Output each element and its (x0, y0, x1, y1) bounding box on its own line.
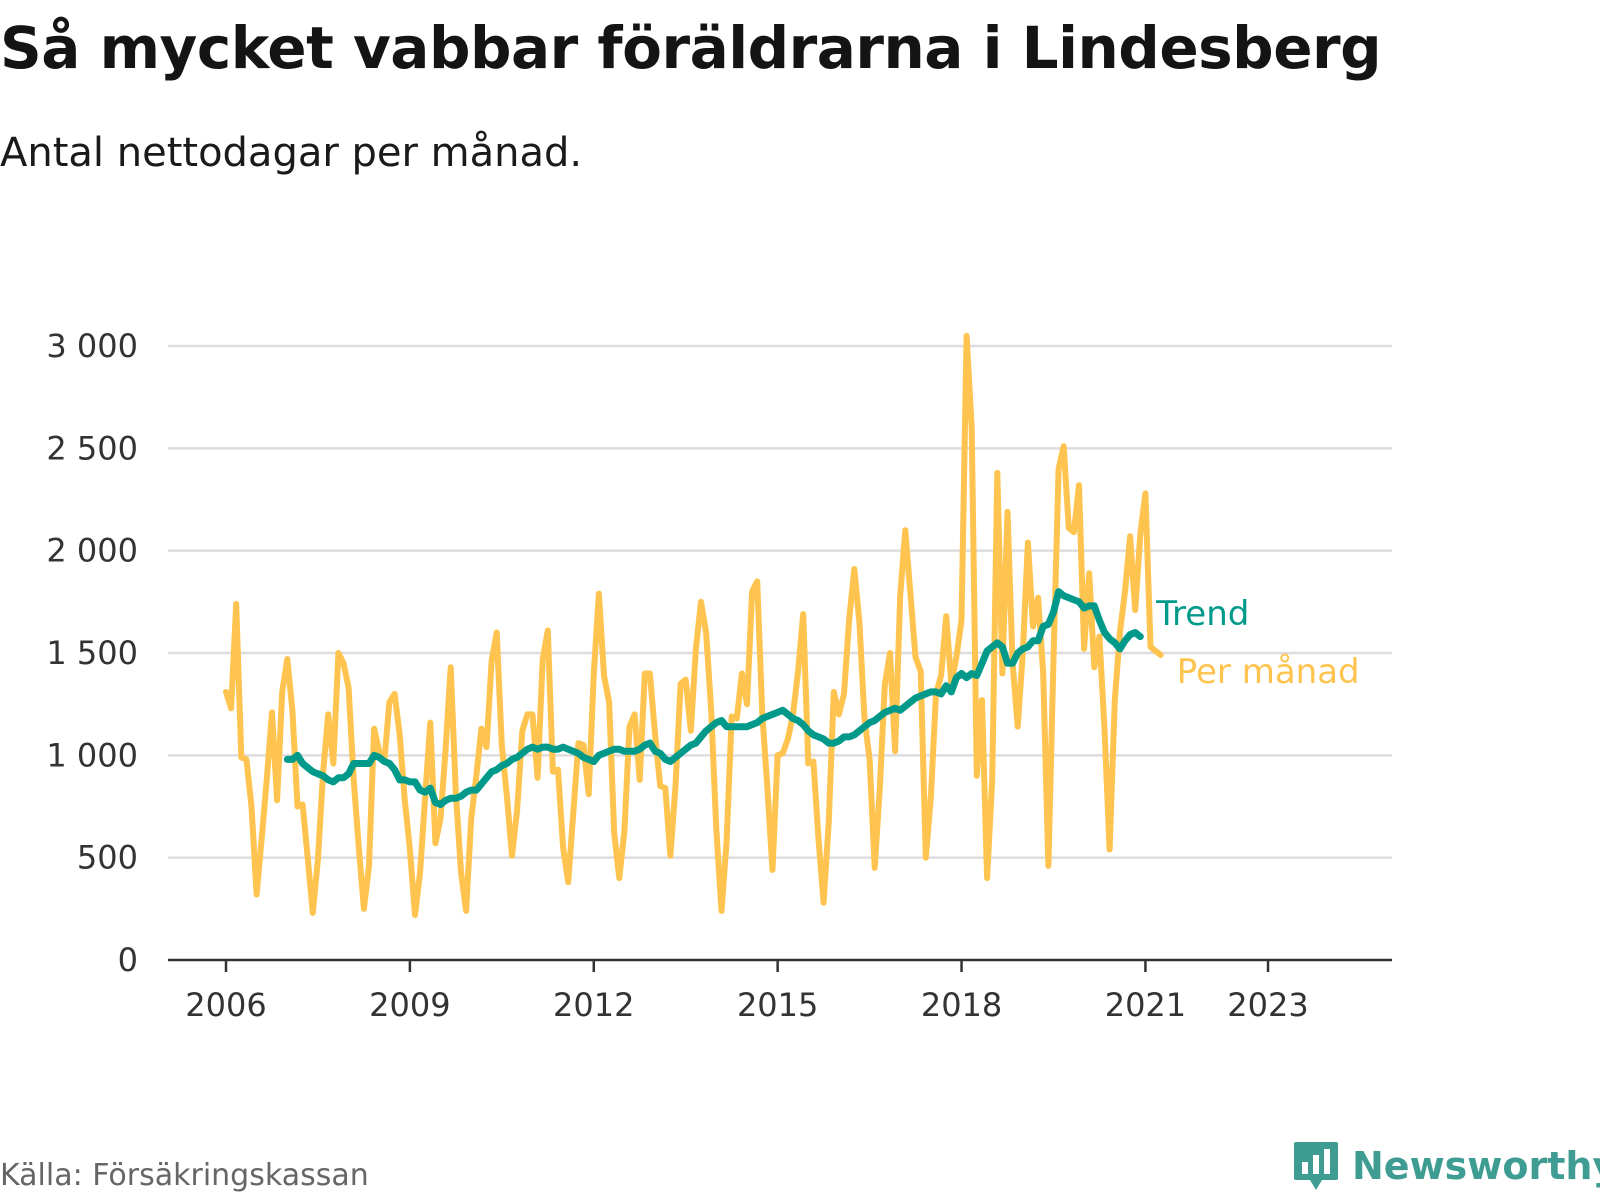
brand-logo: Newsworthy (1292, 1140, 1600, 1192)
chart-title: Så mycket vabbar föräldrarna i Lindesber… (0, 14, 1382, 82)
x-tick-label: 2015 (737, 986, 818, 1024)
x-tick-label: 2012 (553, 986, 634, 1024)
y-tick-label: 1 500 (46, 634, 138, 672)
series-labels: Per månad Trend (1155, 594, 1359, 692)
x-tick-label: 2018 (921, 986, 1002, 1024)
y-axis-tick-labels: 0 500 1 000 1 500 2 000 2 500 3 000 (46, 327, 138, 979)
monthly-line (223, 332, 1164, 918)
series-lines (223, 332, 1164, 918)
brand-name: Newsworthy (1352, 1144, 1600, 1188)
y-tick-label: 3 000 (46, 327, 138, 365)
x-tick-label: 2009 (369, 986, 450, 1024)
x-tick-label: 2023 (1227, 986, 1308, 1024)
y-tick-label: 2 500 (46, 429, 138, 467)
monthly-line-label: Per månad (1177, 652, 1360, 692)
x-tick-label: 2021 (1105, 986, 1186, 1024)
y-tick-label: 0 (118, 941, 138, 979)
x-axis (168, 958, 1392, 972)
x-axis-tick-labels: 2006 2009 2012 2015 2018 2021 2023 (185, 986, 1308, 1024)
source-note: Källa: Försäkringskassan (0, 1158, 369, 1193)
newsworthy-logo-icon (1294, 1142, 1338, 1190)
chart-subtitle: Antal nettodagar per månad. (0, 130, 583, 176)
y-tick-label: 500 (77, 839, 138, 877)
y-tick-label: 2 000 (46, 532, 138, 570)
trend-line (283, 588, 1144, 808)
trend-line-label: Trend (1155, 594, 1249, 634)
y-tick-label: 1 000 (46, 736, 138, 774)
x-tick-label: 2006 (185, 986, 266, 1024)
